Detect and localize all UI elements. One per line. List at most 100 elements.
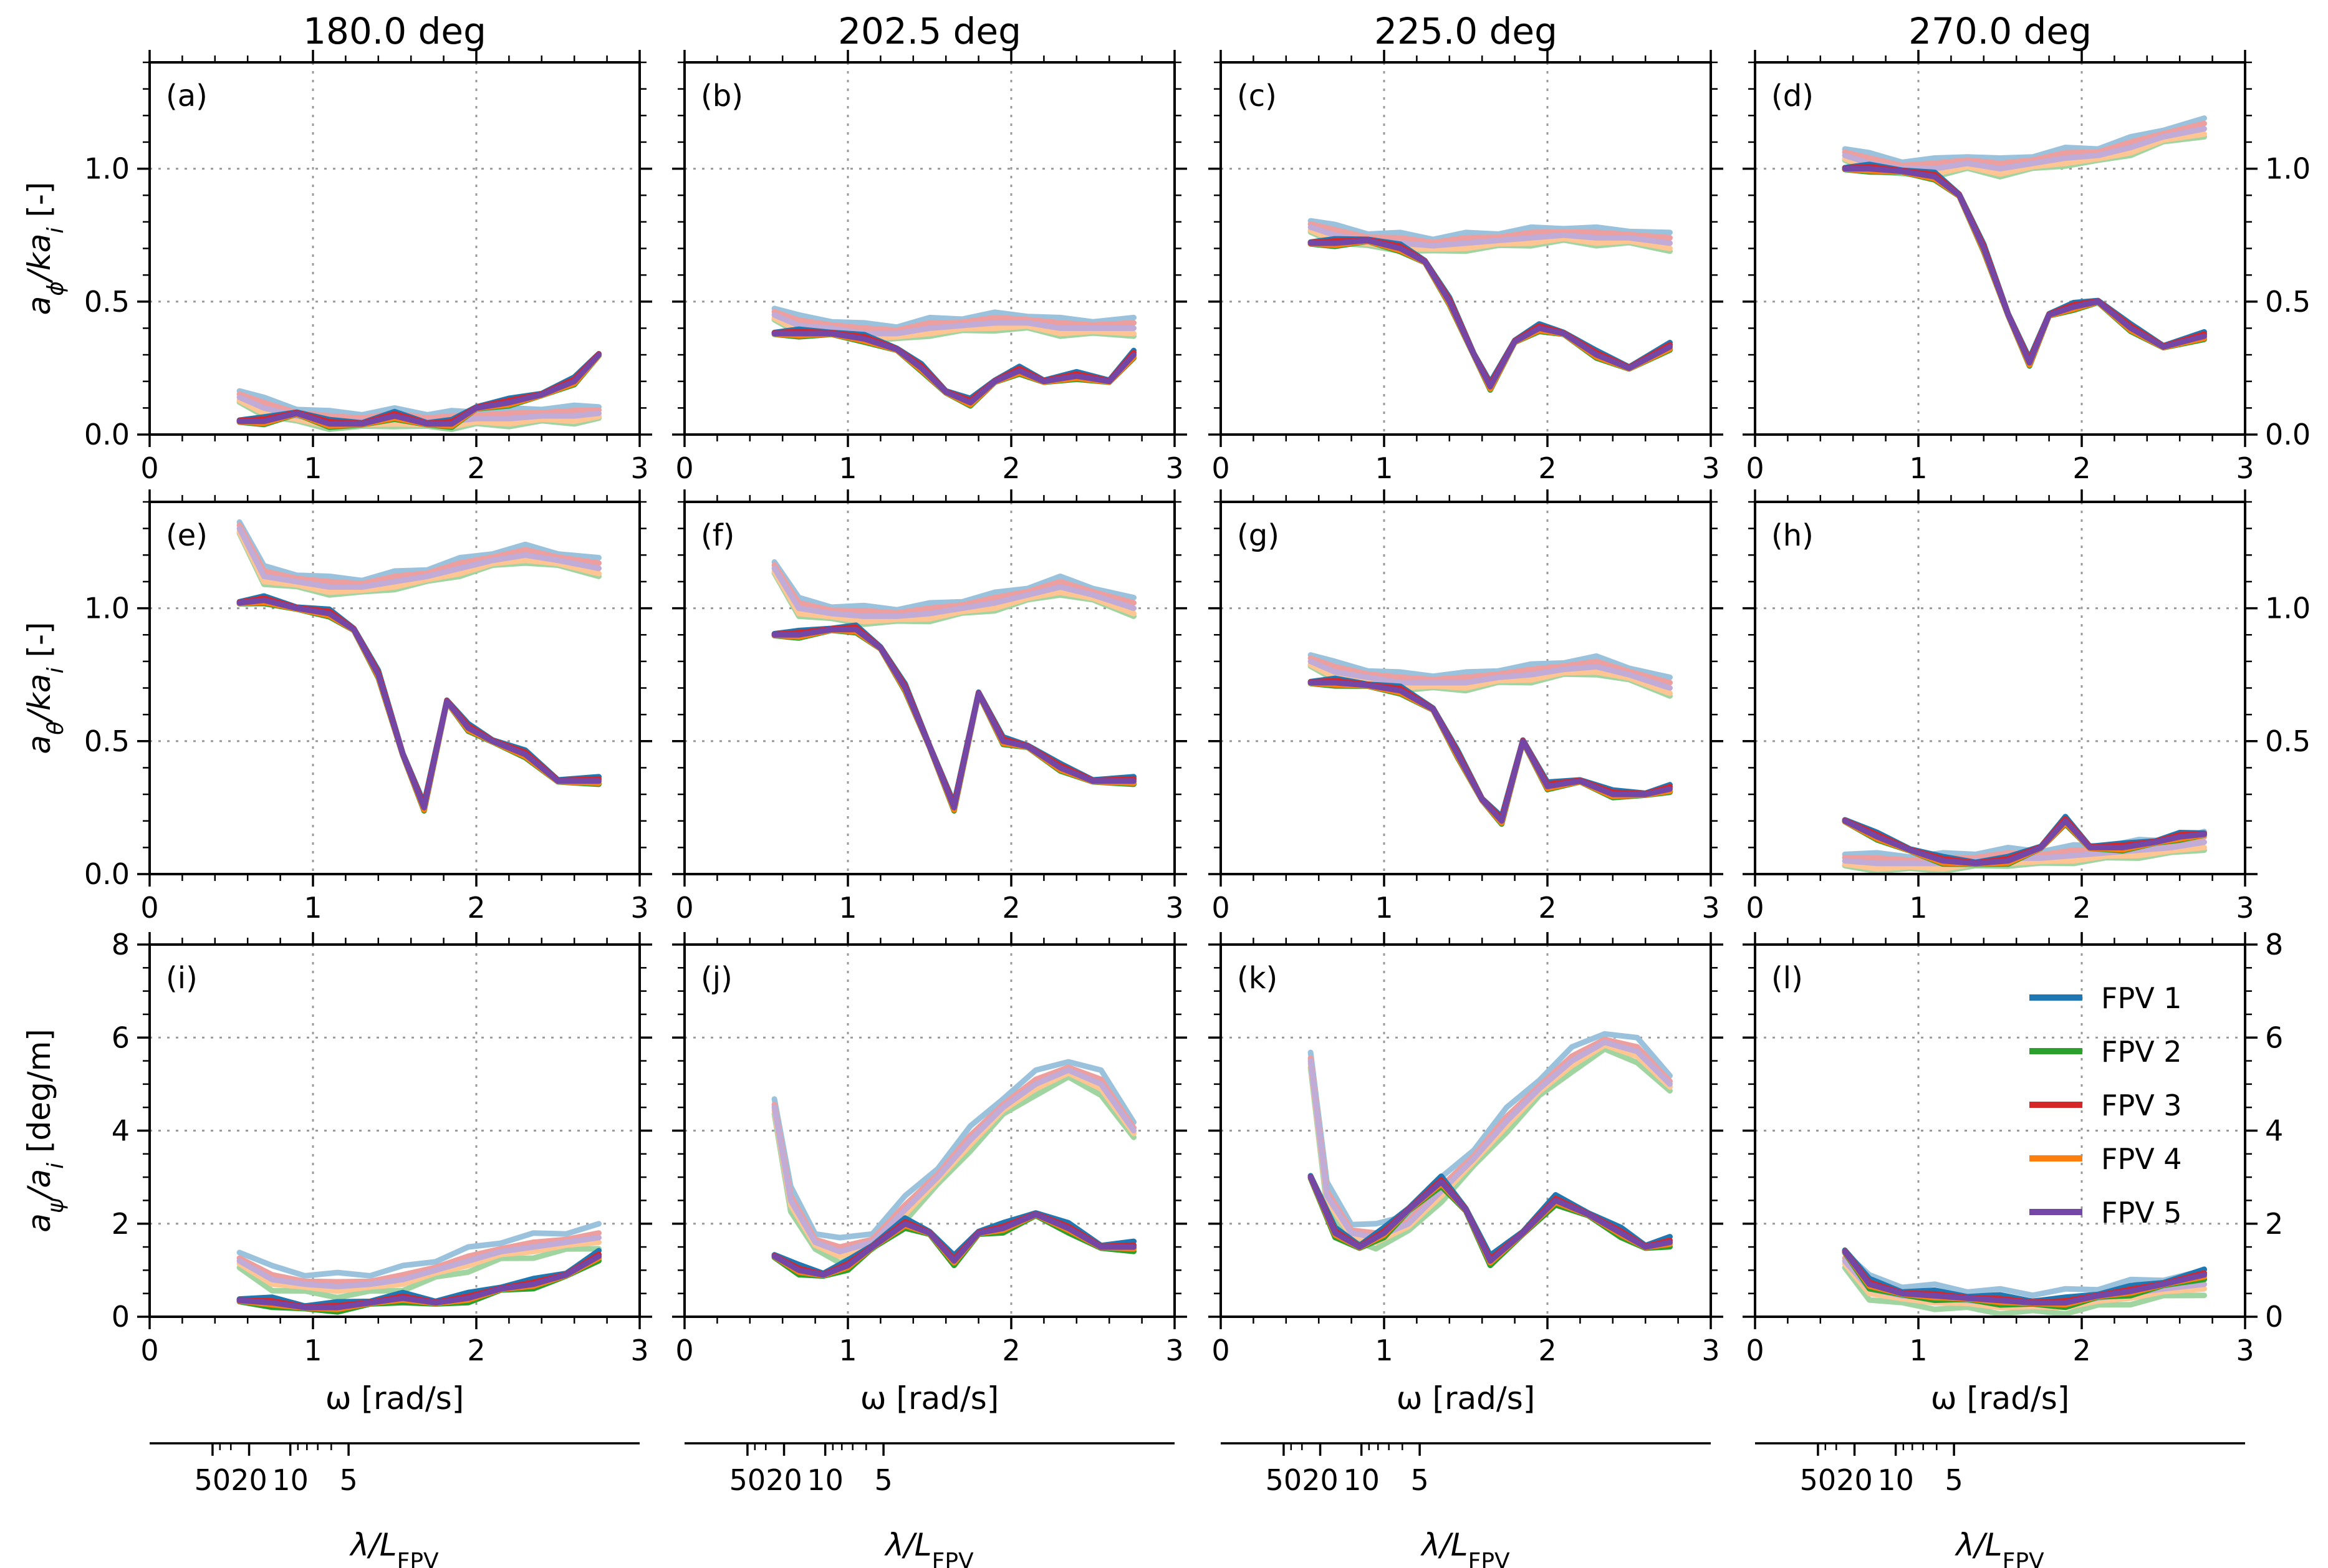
panel-h-light-fpv4: [1842, 844, 2207, 872]
secondary-tick-label: 5: [339, 1463, 357, 1497]
panel-j-line-fpv5: [771, 1211, 1137, 1278]
panel-j-light-fpv5: [771, 1067, 1137, 1254]
panel-e-light-fpv4: [236, 529, 602, 595]
secondary-tick-label: 10: [272, 1463, 309, 1497]
panel-i-light-fpv5: [236, 1234, 602, 1289]
panel-b-light-fpv1: [771, 305, 1137, 330]
series-layer: [236, 115, 2207, 1317]
panel-a-xtick-label: 3: [630, 451, 648, 485]
legend-label-fpv5: FPV 5: [2101, 1196, 2182, 1229]
panel-l-xtick-label: 0: [1746, 1334, 1764, 1367]
panel-l-ytick-label-right: 2: [2265, 1207, 2283, 1241]
panel-c-xtick-label: 0: [1211, 451, 1229, 485]
secondary-tick-label: 50: [729, 1463, 766, 1497]
panel-i-ytick-label: 8: [112, 928, 130, 961]
panel-a-line-fpv5: [236, 352, 602, 427]
panel-l-label: (l): [1771, 961, 1803, 996]
secondary-axis-label-4: λ/LFPV: [1954, 1527, 2044, 1568]
secondary-tick-label: 50: [1266, 1463, 1302, 1497]
panel-h-ytick-label-right: 1.0: [2265, 592, 2311, 625]
secondary-tick-label: 20: [231, 1463, 267, 1497]
panel-i-ytick-label: 4: [112, 1114, 130, 1148]
panel-e-light-fpv3: [236, 522, 602, 587]
panel-f-light-fpv1: [771, 559, 1137, 613]
panel-i-light-fpv2: [236, 1246, 602, 1301]
legend-label-fpv4: FPV 4: [2101, 1142, 2182, 1176]
panel-i-ytick-label: 6: [112, 1021, 130, 1054]
x-axis-label-2: ω [rad/s]: [860, 1380, 999, 1416]
panel-l-line-fpv5: [1842, 1249, 2207, 1306]
y-axis-label-row-1: aϕ/kai [-]: [21, 182, 69, 315]
column-title-1: 180.0 deg: [303, 10, 486, 52]
panel-f-light-fpv3: [771, 562, 1137, 616]
panel-i-xtick-label: 0: [140, 1334, 158, 1367]
secondary-tick-label: 5: [874, 1463, 892, 1497]
panel-c-light-fpv3: [1307, 221, 1673, 246]
panel-h-xtick-label: 1: [1909, 891, 1927, 925]
panel-g-light-fpv4: [1307, 661, 1673, 696]
panel-c-line-fpv5: [1307, 238, 1673, 390]
panel-e-xtick-label: 1: [304, 891, 322, 925]
secondary-tick-label: 20: [766, 1463, 802, 1497]
grid-layer: [150, 62, 2245, 1317]
panel-e-xtick-label: 3: [630, 891, 648, 925]
text-layer: 180.0 deg 202.5 deg 225.0 deg 270.0 deg 0 1 2 3…: [21, 10, 2311, 1568]
panel-j-label: (j): [701, 961, 733, 996]
panel-l-light-fpv2: [1842, 1264, 2207, 1317]
panel-l-xtick-label: 1: [1909, 1334, 1927, 1367]
legend-label-fpv2: FPV 2: [2101, 1035, 2182, 1069]
panel-d-ytick-label-right: 0.5: [2265, 285, 2311, 319]
panel-b-light-fpv3: [771, 309, 1137, 334]
panel-l-ytick-label-right: 0: [2265, 1300, 2283, 1334]
x-axis-label-3: ω [rad/s]: [1397, 1380, 1536, 1416]
panel-h-xtick-label: 0: [1746, 891, 1764, 925]
panel-i-light-fpv3: [236, 1230, 602, 1285]
column-title-3: 225.0 deg: [1374, 10, 1557, 52]
panel-i-line-fpv5: [236, 1253, 602, 1311]
panel-e-ytick-label: 0.5: [84, 724, 130, 758]
panel-k-label: (k): [1237, 961, 1277, 996]
panel-j-xtick-label: 2: [1002, 1334, 1020, 1367]
panel-k-xtick-label: 2: [1538, 1334, 1556, 1367]
column-title-4: 270.0 deg: [1908, 10, 2092, 52]
panel-j-xtick-label: 0: [675, 1334, 693, 1367]
secondary-tick-label: 10: [807, 1463, 844, 1497]
secondary-tick-label: 5: [1410, 1463, 1428, 1497]
panel-f-light-fpv5: [771, 565, 1137, 619]
secondary-axis-label-3: λ/LFPV: [1420, 1527, 1510, 1568]
panel-g-light-fpv3: [1307, 655, 1673, 686]
panel-d-ytick-label-right: 1.0: [2265, 152, 2311, 186]
panel-g-xtick-label: 1: [1375, 891, 1393, 925]
panel-g-light-fpv5: [1307, 658, 1673, 691]
panel-b-light-fpv5: [771, 312, 1137, 337]
panel-g-light-fpv1: [1307, 652, 1673, 680]
panel-k-xtick-label: 1: [1375, 1334, 1393, 1367]
panel-b-label: (b): [701, 79, 743, 113]
panel-i-xtick-label: 3: [630, 1334, 648, 1367]
panel-i-label: (i): [166, 961, 198, 996]
legend-label-fpv3: FPV 3: [2101, 1089, 2182, 1122]
panel-d-ytick-label-right: 0.0: [2265, 418, 2311, 451]
panel-d-xtick-label: 3: [2236, 451, 2254, 485]
y-axis-label-row-2: aθ/kai [-]: [21, 622, 69, 754]
panel-g-xtick-label: 2: [1538, 891, 1556, 925]
panel-e-light-fpv5: [236, 526, 602, 590]
panel-a-ytick-label: 0.0: [84, 418, 130, 451]
panel-l-ytick-label-right: 4: [2265, 1114, 2283, 1148]
panel-i-xtick-label: 1: [304, 1334, 322, 1367]
panel-l-xtick-label: 2: [2072, 1334, 2090, 1367]
panel-f-label: (f): [701, 518, 734, 553]
panel-j-xtick-label: 3: [1165, 1334, 1183, 1367]
panel-f-xtick-label: 2: [1002, 891, 1020, 925]
panel-b-line-fpv5: [771, 330, 1137, 406]
secondary-tick-label: 10: [1343, 1463, 1380, 1497]
panel-a-xtick-label: 1: [304, 451, 322, 485]
panel-e-xtick-label: 0: [140, 891, 158, 925]
secondary-tick-label: 20: [1302, 1463, 1339, 1497]
panel-g-label: (g): [1237, 518, 1279, 553]
panel-i-light-fpv4: [236, 1239, 602, 1294]
panel-b-xtick-label: 3: [1165, 451, 1183, 485]
panel-f-light-fpv4: [771, 569, 1137, 625]
panel-g-xtick-label: 0: [1211, 891, 1229, 925]
